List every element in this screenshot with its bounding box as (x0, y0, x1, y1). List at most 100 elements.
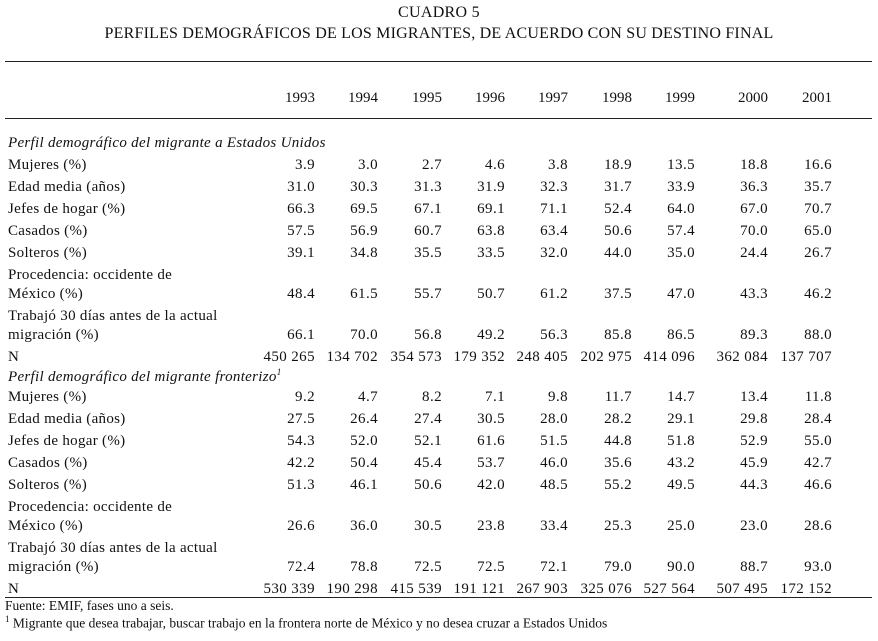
table-cell: 2.7 (422, 157, 442, 173)
table-cell: 30.5 (414, 518, 442, 534)
year-header: 1993 (285, 90, 315, 106)
header-rule (5, 118, 872, 119)
table-cell: 35.7 (804, 179, 832, 195)
table-cell: 72.5 (414, 559, 442, 575)
table-cell: 61.6 (477, 433, 505, 449)
table-cell: 16.6 (804, 157, 832, 173)
table-cell: 46.2 (804, 286, 832, 302)
table-cell: 52.0 (350, 433, 378, 449)
row-label: Casados (%) (8, 455, 88, 471)
footnote: 1 Migrante que desea trabajar, buscar tr… (5, 614, 607, 632)
table-cell: 56.8 (414, 327, 442, 343)
year-header: 2001 (802, 90, 832, 106)
table-cell: 30.5 (477, 411, 505, 427)
table-cell: 78.8 (350, 559, 378, 575)
table-cell: 56.9 (350, 223, 378, 239)
table-cell: 56.3 (540, 327, 568, 343)
row-label-continued: México (%) (8, 286, 84, 302)
table-cell: 66.1 (287, 327, 315, 343)
table-cell: 11.7 (604, 389, 632, 405)
table-cell: 65.0 (804, 223, 832, 239)
section-title: Perfil demográfico del migrante fronteri… (8, 367, 282, 386)
table-cell: 55.2 (604, 477, 632, 493)
table-cell: 42.7 (804, 455, 832, 471)
table-cell: 49.2 (477, 327, 505, 343)
row-label: Jefes de hogar (%) (8, 433, 126, 449)
table-cell: 63.8 (477, 223, 505, 239)
table-cell: 13.5 (667, 157, 695, 173)
table-cell: 32.0 (540, 245, 568, 261)
table-cell: 85.8 (604, 327, 632, 343)
top-rule (5, 61, 872, 62)
table-cell: 36.3 (740, 179, 768, 195)
table-cell: 70.7 (804, 201, 832, 217)
row-label: Trabajó 30 días antes de la actual (8, 540, 218, 556)
table-cell: 362 084 (716, 349, 768, 365)
table-cell: 36.0 (350, 518, 378, 534)
row-label: N (8, 349, 20, 365)
table-cell: 71.1 (540, 201, 568, 217)
row-label: Solteros (%) (8, 245, 88, 261)
table-cell: 52.4 (604, 201, 632, 217)
table-cell: 93.0 (804, 559, 832, 575)
table-cell: 18.8 (740, 157, 768, 173)
table-cell: 25.3 (604, 518, 632, 534)
table-cell: 42.2 (287, 455, 315, 471)
year-header: 1995 (412, 90, 442, 106)
table-cell: 35.5 (414, 245, 442, 261)
table-cell: 67.1 (414, 201, 442, 217)
table-cell: 24.4 (740, 245, 768, 261)
table-cell: 44.3 (740, 477, 768, 493)
table-cell: 31.3 (414, 179, 442, 195)
table-cell: 31.9 (477, 179, 505, 195)
table-cell: 43.3 (740, 286, 768, 302)
table-cell: 3.9 (295, 157, 315, 173)
table-cell: 134 702 (326, 349, 378, 365)
table-cell: 44.8 (604, 433, 632, 449)
table-cell: 48.5 (540, 477, 568, 493)
table-cell: 57.4 (667, 223, 695, 239)
footnote-marker: 1 (5, 614, 10, 624)
table-cell: 46.0 (540, 455, 568, 471)
table-cell: 31.7 (604, 179, 632, 195)
table-cell: 66.3 (287, 201, 315, 217)
table-cell: 46.1 (350, 477, 378, 493)
row-label-continued: migración (%) (8, 559, 99, 575)
table-cell: 29.8 (740, 411, 768, 427)
table-cell: 26.4 (350, 411, 378, 427)
table-cell: 55.7 (414, 286, 442, 302)
table-cell: 30.3 (350, 179, 378, 195)
table-cell: 72.1 (540, 559, 568, 575)
table-cell: 450 265 (263, 349, 315, 365)
table-cell: 7.1 (485, 389, 505, 405)
table-cell: 23.0 (740, 518, 768, 534)
table-cell: 14.7 (667, 389, 695, 405)
table-cell: 52.1 (414, 433, 442, 449)
table-cell: 34.8 (350, 245, 378, 261)
table-cell: 9.2 (295, 389, 315, 405)
section-title: Perfil demográfico del migrante a Estado… (8, 135, 326, 152)
table-cell: 70.0 (350, 327, 378, 343)
table-cell: 29.1 (667, 411, 695, 427)
table-cell: 43.2 (667, 455, 695, 471)
row-label: Procedencia: occidente de (8, 499, 173, 515)
section-title-text: Perfil demográfico del migrante fronteri… (8, 369, 277, 385)
table-cell: 172 152 (780, 581, 832, 597)
table-cell: 35.0 (667, 245, 695, 261)
table-cell: 69.1 (477, 201, 505, 217)
table-cell: 13.4 (740, 389, 768, 405)
table-cell: 325 076 (580, 581, 632, 597)
table-cell: 53.7 (477, 455, 505, 471)
table-cell: 530 339 (263, 581, 315, 597)
table-cell: 33.9 (667, 179, 695, 195)
table-cell: 8.2 (422, 389, 442, 405)
table-cell: 50.6 (604, 223, 632, 239)
table-cell: 3.0 (358, 157, 378, 173)
table-cell: 44.0 (604, 245, 632, 261)
table-cell: 27.5 (287, 411, 315, 427)
section-title-text: Perfil demográfico del migrante a Estado… (8, 135, 326, 151)
table-cell: 86.5 (667, 327, 695, 343)
table-cell: 49.5 (667, 477, 695, 493)
table-title: PERFILES DEMOGRÁFICOS DE LOS MIGRANTES, … (104, 25, 774, 42)
row-label: Mujeres (%) (8, 157, 87, 173)
